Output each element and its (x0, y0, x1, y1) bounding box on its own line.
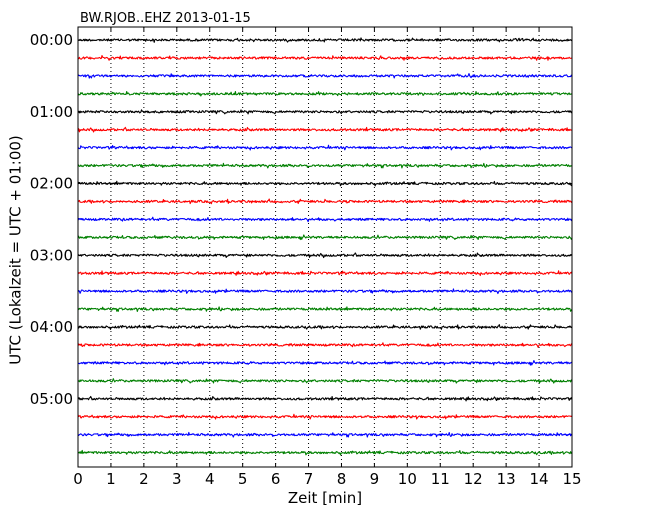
trace-0500 (77, 395, 573, 402)
trace-0445 (77, 378, 573, 384)
x-tick-label: 3 (172, 470, 182, 488)
trace-0200 (77, 180, 573, 187)
chart-title: BW.RJOB..EHZ 2013-01-15 (80, 11, 251, 26)
trace-0145 (77, 162, 573, 169)
trace-0245 (77, 234, 573, 241)
y-tick-label: 03:00 (30, 246, 73, 264)
y-tick-label: 04:00 (30, 318, 73, 336)
trace-0400 (77, 324, 573, 330)
x-tick-label: 15 (562, 470, 581, 488)
trace-0130 (77, 144, 573, 151)
x-axis-ticks: 0 1 2 3 4 5 6 7 8 9 10 11 12 13 14 15 (73, 27, 582, 488)
y-tick-label: 01:00 (30, 103, 73, 121)
x-tick-label: 11 (431, 470, 450, 488)
plot-frame (77, 26, 573, 468)
x-tick-label: 12 (464, 470, 483, 488)
trace-0030 (77, 73, 573, 79)
trace-group (77, 37, 573, 456)
y-tick-label: 05:00 (30, 390, 73, 408)
x-tick-label: 13 (497, 470, 516, 488)
y-tick-label: 00:00 (30, 31, 73, 49)
x-tick-label: 5 (238, 470, 248, 488)
trace-0330 (77, 288, 573, 295)
trace-0115 (77, 126, 573, 133)
x-tick-label: 2 (139, 470, 149, 488)
trace-0000 (77, 37, 572, 43)
x-tick-label: 14 (530, 470, 549, 488)
x-tick-label: 10 (398, 470, 417, 488)
trace-0100 (77, 109, 573, 115)
trace-0045 (77, 90, 573, 97)
trace-0345 (77, 306, 573, 312)
y-axis-ticks: 00:00 01:00 02:00 03:00 04:00 05:00 (30, 31, 572, 408)
x-tick-label: 9 (370, 470, 380, 488)
x-tick-label: 4 (205, 470, 215, 488)
trace-0315 (77, 270, 573, 277)
trace-0215 (77, 198, 573, 205)
x-axis-label: Zeit [min] (288, 489, 362, 507)
trace-0230 (77, 216, 573, 223)
trace-0515 (77, 413, 573, 420)
trace-0415 (77, 342, 573, 348)
trace-0300 (77, 252, 573, 259)
x-tick-label: 7 (304, 470, 314, 488)
trace-0545 (77, 449, 573, 456)
x-grid (110, 27, 540, 467)
x-tick-label: 0 (73, 470, 83, 488)
trace-0430 (77, 360, 573, 366)
x-tick-label: 8 (337, 470, 347, 488)
x-tick-label: 1 (106, 470, 116, 488)
trace-0530 (77, 431, 573, 438)
y-axis-label: UTC (Lokalzeit = UTC + 01:00) (7, 135, 25, 365)
x-tick-label: 6 (271, 470, 281, 488)
y-tick-label: 02:00 (30, 175, 73, 193)
trace-0015 (77, 54, 573, 61)
